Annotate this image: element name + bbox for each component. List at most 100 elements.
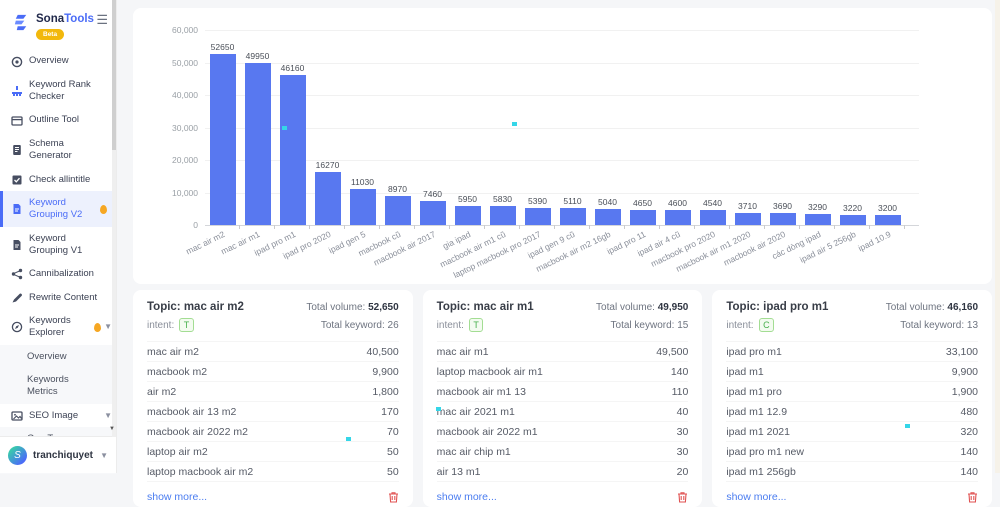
total-keyword-value: 15 bbox=[677, 319, 689, 331]
keyword-row: macbook m2 9,900 bbox=[147, 362, 399, 382]
bar[interactable] bbox=[874, 214, 901, 225]
bar[interactable] bbox=[489, 206, 516, 225]
sidebar-scrollbar[interactable] bbox=[112, 0, 116, 437]
topic-card: Topic: mac air m2 Total volume: 52,650 int… bbox=[133, 290, 413, 507]
bar-value-label: 7460 bbox=[423, 188, 442, 199]
sidebar-item-cannibalization[interactable]: Cannibalization bbox=[0, 263, 116, 286]
bar[interactable] bbox=[244, 62, 271, 225]
intent-label: intent: bbox=[147, 319, 175, 331]
sidebar-item-keyword-grouping-v1[interactable]: Keyword Grouping V1 bbox=[0, 227, 116, 263]
bar[interactable] bbox=[384, 195, 411, 225]
show-more-link[interactable]: show more... bbox=[726, 491, 787, 503]
keyword-name: macbook air m1 13 bbox=[436, 385, 526, 398]
bar[interactable] bbox=[594, 208, 621, 225]
bar[interactable] bbox=[629, 209, 656, 225]
sidebar-item-rewrite-content[interactable]: Rewrite Content bbox=[0, 286, 116, 309]
bar[interactable] bbox=[804, 214, 831, 225]
bar-slot: 4650 ipad pro 11 bbox=[605, 30, 660, 256]
sidebar-item-keyword-rank-checker[interactable]: Keyword Rank Checker bbox=[0, 73, 116, 109]
trash-icon[interactable] bbox=[967, 491, 978, 503]
gridline bbox=[205, 30, 919, 31]
sidebar-item-keywords-explorer[interactable]: Keywords Explorer ▼ bbox=[0, 309, 116, 345]
bar[interactable] bbox=[209, 53, 236, 225]
intent-row: intent: T bbox=[437, 318, 484, 332]
sidebar-item-seo-image[interactable]: SEO Image ▼ bbox=[0, 404, 116, 427]
scroll-down-arrow-icon[interactable]: ▼ bbox=[109, 426, 115, 432]
explorer-icon bbox=[11, 321, 23, 333]
sonatools-logo-icon bbox=[12, 13, 31, 32]
sidebar-item-label: Overview bbox=[29, 55, 69, 67]
keyword-row: mac air m2 40,500 bbox=[147, 342, 399, 362]
keyword-volume: 50 bbox=[386, 445, 399, 458]
bar-slot: 11030 ipad gen 5 bbox=[327, 30, 380, 255]
bar[interactable] bbox=[839, 214, 866, 225]
keyword-name: ipad m1 12.9 bbox=[726, 405, 788, 418]
keyword-name: macbook air 2022 m1 bbox=[436, 425, 538, 438]
bar[interactable] bbox=[524, 207, 551, 225]
keyword-row: ipad m1 256gb 140 bbox=[726, 462, 979, 482]
bar[interactable] bbox=[664, 210, 691, 225]
keyword-name: air m2 bbox=[147, 385, 177, 398]
keyword-name: laptop air m2 bbox=[147, 445, 208, 458]
keyword-volume: 170 bbox=[381, 405, 399, 418]
keyword-volume: 320 bbox=[960, 425, 979, 438]
sidebar-item-overview[interactable]: Overview bbox=[0, 50, 116, 73]
bar[interactable] bbox=[734, 212, 761, 225]
schema-icon bbox=[11, 144, 23, 156]
cursor-artifact bbox=[905, 424, 910, 428]
intent-badge: C bbox=[758, 318, 775, 332]
trash-icon[interactable] bbox=[677, 491, 688, 503]
keyword-row: ipad m1 2021 320 bbox=[726, 422, 979, 442]
bar-slot: 49950 mac air m1 bbox=[220, 30, 275, 256]
beta-badge: Beta bbox=[36, 29, 65, 40]
bar-slot: 5950 gia ipad bbox=[441, 30, 485, 251]
cursor-artifact bbox=[282, 126, 287, 130]
keyword-row: macbook air m1 13 110 bbox=[436, 382, 689, 402]
sidebar-item-schema-generator[interactable]: Schema Generator bbox=[0, 132, 116, 168]
bar[interactable] bbox=[699, 210, 726, 225]
show-more-link[interactable]: show more... bbox=[147, 491, 208, 503]
sidebar-item-keyword-grouping-v2[interactable]: Keyword Grouping V2 bbox=[0, 191, 116, 228]
keyword-name: ipad pro m1 bbox=[726, 345, 782, 358]
bar[interactable] bbox=[559, 208, 586, 225]
hamburger-menu-icon[interactable]: ☰ bbox=[96, 12, 108, 27]
intent-label: intent: bbox=[726, 319, 754, 331]
sidebar-item-keywords-metrics[interactable]: Keywords Metrics bbox=[0, 368, 116, 405]
bar[interactable] bbox=[419, 200, 446, 225]
page-scrollbar[interactable] bbox=[995, 0, 1000, 473]
trash-icon[interactable] bbox=[388, 491, 399, 503]
bar[interactable] bbox=[769, 213, 796, 225]
y-axis-tick-label: 30,000 bbox=[172, 122, 198, 133]
keyword-volume: 140 bbox=[960, 465, 979, 478]
x-axis-line bbox=[205, 225, 919, 226]
bar-slot: 5830 macbook air m1 cũ bbox=[438, 30, 520, 269]
topic-card: Topic: mac air m1 Total volume: 49,950 int… bbox=[422, 290, 703, 507]
bar[interactable] bbox=[454, 205, 481, 225]
bar[interactable] bbox=[314, 172, 341, 225]
total-volume-value: 52,650 bbox=[368, 302, 399, 313]
user-menu[interactable]: S tranchiquyet ▼ bbox=[0, 436, 116, 473]
keyword-name: macbook air 13 m2 bbox=[147, 405, 237, 418]
keyword-name: ipad pro m1 new bbox=[726, 445, 804, 458]
bar-value-label: 5390 bbox=[528, 195, 547, 206]
total-keyword-label: Total keyword: bbox=[610, 319, 675, 331]
sidebar-item-check-allintitle[interactable]: Check allintitle bbox=[0, 168, 116, 191]
cursor-artifact bbox=[436, 407, 441, 411]
sidebar-item-overview[interactable]: Overview bbox=[0, 345, 116, 369]
bar-value-label: 3690 bbox=[773, 201, 792, 211]
bar[interactable] bbox=[349, 189, 376, 225]
bar-value-label: 46160 bbox=[280, 63, 305, 73]
keyword-name: ipad m1 bbox=[726, 365, 764, 378]
bar-slot: 4540 macbook pro 2020 bbox=[649, 30, 730, 269]
sidebar-item-label: Check allintitle bbox=[29, 173, 91, 185]
sidebar-item-outline-tool[interactable]: Outline Tool bbox=[0, 109, 116, 132]
show-more-link[interactable]: show more... bbox=[436, 491, 497, 503]
bar[interactable] bbox=[279, 75, 306, 225]
keyword-volume: 40 bbox=[676, 405, 689, 418]
intent-badge: T bbox=[179, 318, 194, 332]
keyword-volume: 20 bbox=[676, 465, 689, 478]
bar-chart: 60,000 50,000 40,000 30,000 20,000 10,000 0 526… bbox=[172, 25, 919, 280]
bar-value-label: 5110 bbox=[563, 196, 582, 207]
intent-badge: T bbox=[468, 318, 484, 332]
bar-slot: 16270 ipad pro 2020 bbox=[281, 30, 345, 261]
